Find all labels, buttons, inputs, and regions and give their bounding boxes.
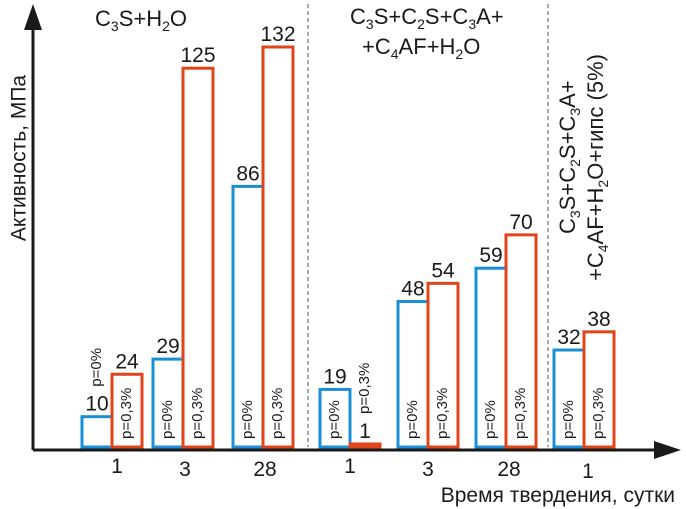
group-label-1: C3S+H2O — [95, 6, 187, 34]
bar-value-label: 32 — [557, 326, 580, 349]
bar-p0-2-1 — [318, 387, 352, 449]
series-label: p=0,3% — [590, 388, 607, 439]
series-label: p=0,3% — [512, 388, 529, 439]
bar-value-label: 38 — [587, 308, 610, 331]
bar-p03-3-1 — [582, 330, 616, 449]
composition-text-line-2: +C4AF+H2O+гипс (5%) — [583, 54, 611, 281]
bar-value-label: 59 — [479, 244, 502, 267]
bar-p03-1-28 — [261, 45, 295, 449]
bar-value-label: 10 — [85, 393, 108, 416]
bars-layer — [80, 45, 616, 449]
bar-p03-1-1 — [110, 372, 144, 449]
composition-text-line-1: C3S+C2S+C3A+ — [350, 4, 504, 32]
bar-value-label: 1 — [359, 420, 371, 443]
bar-value-label: 70 — [509, 211, 532, 234]
x-tick-label: 1 — [344, 455, 356, 478]
y-axis-title: Активность, МПа — [8, 75, 31, 242]
series-label: p=0,3% — [269, 388, 286, 439]
bar-value-label: 19 — [323, 365, 346, 388]
bar-value-label: 48 — [401, 278, 424, 301]
bar-value-label: 54 — [431, 259, 455, 282]
composition-text: C3S+H2O — [95, 6, 187, 34]
bar-value-label: 86 — [236, 162, 259, 185]
series-label: p=0,3% — [189, 388, 206, 439]
x-tick-label: 1 — [582, 460, 594, 483]
x-tick-label: 28 — [253, 458, 276, 481]
bar-value-label: 24 — [115, 350, 139, 373]
bar-value-label: 125 — [180, 44, 215, 67]
bar-p03-2-28 — [504, 233, 538, 449]
x-tick-labels: 1 3 28 1 3 28 1 — [111, 455, 594, 483]
x-tick-label: 3 — [179, 458, 191, 481]
x-tick-label: 3 — [422, 458, 434, 481]
series-label: p=0% — [239, 400, 256, 439]
x-tick-label: 1 — [111, 455, 123, 478]
bar-p03-2-1 — [348, 442, 382, 449]
series-label: p=0% — [159, 400, 176, 439]
series-label: p=0% — [482, 400, 499, 439]
series-label: p=0,3% — [434, 388, 451, 439]
bar-p03-2-3 — [426, 281, 460, 449]
bar-p03-1-3 — [181, 66, 215, 449]
composition-text-line-1: C3S+C2S+C3A+ — [555, 80, 583, 234]
series-label: p=0% — [560, 400, 577, 439]
series-label: p=0% — [88, 348, 105, 387]
series-label: p=0% — [326, 400, 343, 439]
bar-value-label: 29 — [156, 335, 179, 358]
series-label: p=0% — [404, 400, 421, 439]
x-axis-title: Время твердения, сутки — [441, 484, 675, 507]
bar-value-label: 132 — [260, 23, 295, 46]
bar-labels-layer: 10p=0% 24p=0,3%29p=0%125p=0,3%86p=0%132p=… — [85, 23, 610, 443]
series-label: p=0,3% — [356, 363, 373, 414]
bar-p0-1-1 — [80, 415, 114, 449]
x-axis-arrow — [654, 441, 681, 459]
group-label-2: C3S+C2S+C3A+ +C4AF+H2O — [350, 4, 504, 62]
y-axis-arrow — [24, 4, 42, 30]
composition-text-line-2: +C4AF+H2O — [362, 34, 480, 62]
series-label: p=0,3% — [118, 388, 135, 439]
group-label-3: C3S+C2S+C3A+ +C4AF+H2O+гипс (5%) — [555, 54, 611, 281]
x-tick-label: 28 — [497, 458, 520, 481]
